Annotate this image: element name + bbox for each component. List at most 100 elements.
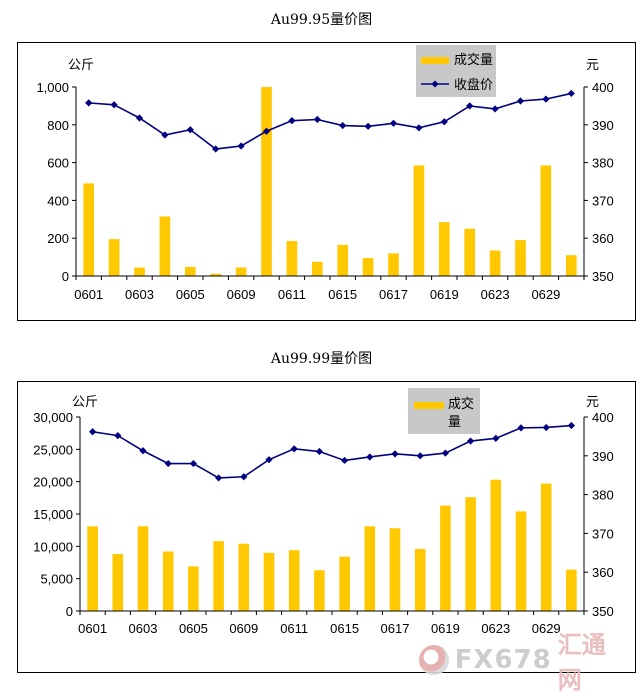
close-price-point — [492, 434, 500, 442]
x-axis-tick-label: 0601 — [74, 287, 103, 302]
volume-bar — [188, 566, 199, 611]
right-axis-tick-label: 390 — [592, 118, 614, 133]
x-axis-tick-label: 0615 — [328, 287, 357, 302]
x-axis-tick-label: 0611 — [278, 287, 306, 302]
left-axis-tick-label: 600 — [47, 156, 69, 171]
watermark-text-cn: 汇通网 — [557, 631, 606, 694]
legend-volume-label: 成交 — [448, 396, 474, 411]
close-price-point — [466, 102, 474, 110]
close-price-point — [341, 456, 349, 465]
volume-bar — [388, 253, 399, 276]
volume-bar — [540, 483, 552, 611]
volume-bar — [134, 267, 145, 276]
volume-bar — [565, 255, 577, 276]
x-axis-tick-label: 0601 — [78, 621, 107, 636]
volume-bar — [566, 569, 577, 611]
x-axis-tick-label: 0619 — [431, 621, 460, 636]
volume-bar — [83, 183, 95, 276]
x-axis-tick-label: 0623 — [481, 621, 510, 636]
close-price-point — [212, 145, 220, 153]
legend-volume-label: 成交量 — [454, 52, 493, 67]
volume-bar — [540, 165, 552, 276]
volume-bar — [261, 87, 272, 276]
volume-bar — [210, 273, 222, 276]
right-axis-tick-label: 370 — [592, 526, 614, 541]
volume-bar — [362, 258, 374, 276]
volume-bar — [112, 554, 124, 611]
x-axis-tick-label: 0619 — [430, 287, 459, 302]
close-price-point — [189, 459, 197, 468]
close-price-point — [315, 447, 323, 456]
close-price-point — [440, 118, 448, 126]
x-axis-tick-label: 0603 — [125, 287, 154, 302]
legend-volume-label-line2: 量 — [448, 414, 461, 429]
right-axis-tick-label: 380 — [592, 156, 614, 171]
close-price-point — [542, 423, 550, 432]
close-price-point — [467, 437, 475, 445]
legend-box — [416, 45, 496, 97]
close-price-point — [288, 117, 296, 125]
right-axis-tick-label: 380 — [592, 488, 614, 503]
left-axis-tick-label: 1,000 — [36, 80, 69, 95]
volume-bar — [314, 570, 325, 611]
close-price-point — [366, 453, 374, 461]
legend-price-label: 收盘价 — [454, 77, 493, 92]
close-price-point — [265, 456, 273, 464]
x-axis-tick-label: 0623 — [481, 287, 510, 302]
x-axis-tick-label: 0611 — [280, 621, 308, 636]
close-price-point — [364, 122, 372, 130]
close-price-point — [237, 142, 245, 150]
volume-bar — [364, 526, 376, 611]
volume-bar — [464, 228, 476, 276]
volume-bar — [490, 479, 502, 611]
close-price-line — [92, 424, 572, 479]
left-axis-tick-label: 5,000 — [40, 572, 73, 587]
left-axis-tick-label: 400 — [47, 193, 69, 208]
legend-box — [408, 388, 480, 434]
left-axis-tick-label: 30,000 — [33, 410, 73, 425]
close-price-point — [415, 124, 423, 132]
close-price-point — [391, 450, 399, 458]
left-axis-tick-label: 20,000 — [33, 475, 73, 490]
x-axis-tick-label: 0629 — [532, 621, 561, 636]
close-price-point — [89, 428, 97, 436]
volume-bar — [288, 550, 300, 611]
left-axis-tick-label: 200 — [47, 231, 69, 246]
volume-bar — [235, 267, 247, 276]
x-axis-tick-label: 0615 — [330, 621, 359, 636]
right-axis-unit: 元 — [586, 57, 599, 72]
right-axis-tick-label: 400 — [592, 410, 614, 425]
close-price-line — [88, 92, 572, 150]
volume-bar — [440, 505, 451, 611]
right-axis-tick-label: 360 — [592, 565, 614, 580]
close-price-point — [114, 432, 122, 440]
left-axis-unit: 公斤 — [68, 57, 94, 72]
volume-bar — [137, 526, 149, 611]
close-price-point — [517, 424, 525, 432]
volume-bar — [515, 511, 527, 611]
volume-bar — [213, 541, 224, 611]
close-price-point — [516, 97, 525, 105]
right-axis-tick-label: 370 — [592, 193, 614, 208]
chart-au9999: 0 5,000 10,000 15,000 20,000 25,000 30,000 350 3… — [17, 381, 636, 673]
right-axis-tick-label: 400 — [592, 80, 614, 95]
volume-bar — [465, 497, 476, 611]
close-price-point — [262, 127, 271, 135]
volume-bar — [413, 165, 425, 276]
left-axis-tick-label: 10,000 — [33, 539, 73, 554]
right-axis-tick-label: 390 — [592, 449, 614, 464]
right-axis-tick-label: 350 — [592, 604, 614, 619]
close-price-point — [161, 131, 169, 139]
left-axis-tick-label: 800 — [47, 118, 69, 133]
close-price-point — [215, 474, 223, 482]
fx678-logo-icon — [419, 645, 449, 675]
volume-bar — [389, 528, 401, 611]
left-axis-tick-label: 0 — [66, 604, 73, 619]
volume-bar — [162, 551, 174, 611]
left-axis-tick-label: 0 — [62, 269, 69, 284]
right-axis-unit: 元 — [586, 394, 599, 409]
close-price-point — [110, 101, 118, 109]
volume-bar — [263, 552, 275, 611]
volume-bar — [489, 250, 501, 276]
x-axis-tick-label: 0609 — [229, 621, 258, 636]
